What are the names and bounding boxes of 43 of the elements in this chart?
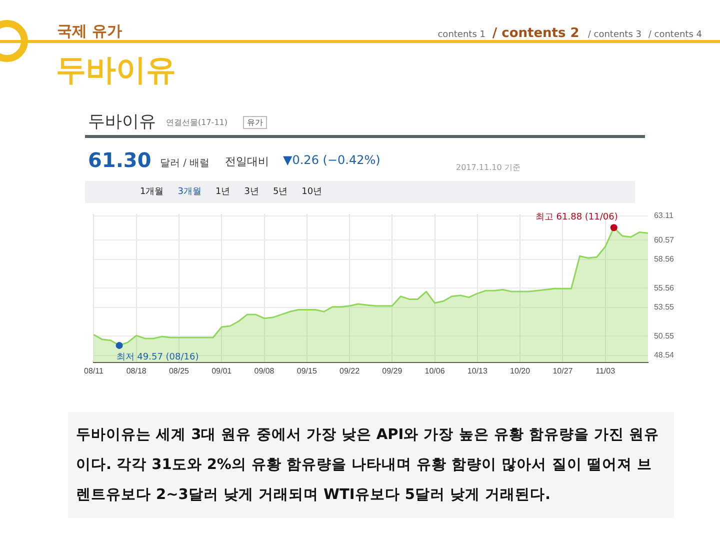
y-tick-label: 48.54: [654, 350, 675, 360]
x-tick-label: 09/08: [254, 366, 275, 376]
text: 1개월: [140, 187, 164, 197]
text: 2017.11.10 기준: [456, 162, 520, 173]
x-tick-label: 09/29: [382, 366, 403, 376]
text: 3년: [244, 187, 259, 197]
text: contents 1: [438, 30, 486, 40]
x-tick-label: 09/22: [340, 366, 360, 376]
x-tick-label: 10/13: [467, 366, 488, 376]
y-tick-label: 63.11: [654, 211, 674, 220]
text: 전일대비: [225, 154, 269, 169]
text: / contents 4: [648, 30, 702, 40]
text: 두바이유: [88, 111, 156, 133]
text: ▼0.26 (−0.42%): [283, 153, 380, 167]
x-tick-label: 08/18: [126, 366, 147, 376]
text: 1년: [215, 187, 230, 197]
text: / contents 2: [492, 26, 580, 41]
x-tick-label: 09/15: [296, 366, 318, 376]
x-tick-label: 10/27: [552, 366, 574, 376]
y-tick-label: 53.55: [654, 302, 675, 312]
text: 3개월: [178, 187, 202, 197]
y-tick-label: 55.56: [654, 283, 675, 292]
chart-subtitle: 국제 유가: [57, 22, 122, 41]
x-tick-label: 09/01: [212, 366, 232, 376]
text: 연결선물(17-11): [166, 117, 228, 128]
annotation: 최저 49.57 (08/16): [116, 352, 199, 362]
x-tick-label: 08/25: [168, 366, 190, 376]
chart-title: 두바이유: [56, 52, 176, 90]
text: 두바이유는 세계 3대 원유 중에서 가장 낮은 API와 가장 높은 유황 함유량을 가진 원유이다. 각각 31도와 2%의 유황 함유량을 나타내며 유황 함량이 많아서 질이 떨어져 브렌트유보다 2~3달러 낮게 거래되며 WTI유보다 5달러 낮게 거래된다.: [68, 412, 674, 518]
x-tick-label: 08/11: [84, 366, 104, 376]
x-tick-label: 10/20: [510, 366, 531, 376]
x-tick-label: 10/06: [424, 366, 446, 376]
y-tick-label: 50.55: [654, 331, 675, 340]
y-tick-label: 58.56: [654, 254, 675, 264]
text: 달러 / 배럴: [160, 157, 210, 170]
text: 61.30: [88, 148, 152, 172]
annotation: 최고 61.88 (11/06): [535, 212, 618, 223]
y-tick-label: 60.57: [654, 235, 675, 244]
x-tick-label: 11/03: [596, 366, 616, 376]
text: / contents 3: [588, 30, 642, 40]
text: 5년: [272, 187, 288, 197]
text: 10년: [302, 187, 322, 197]
text: 유가: [243, 116, 267, 129]
